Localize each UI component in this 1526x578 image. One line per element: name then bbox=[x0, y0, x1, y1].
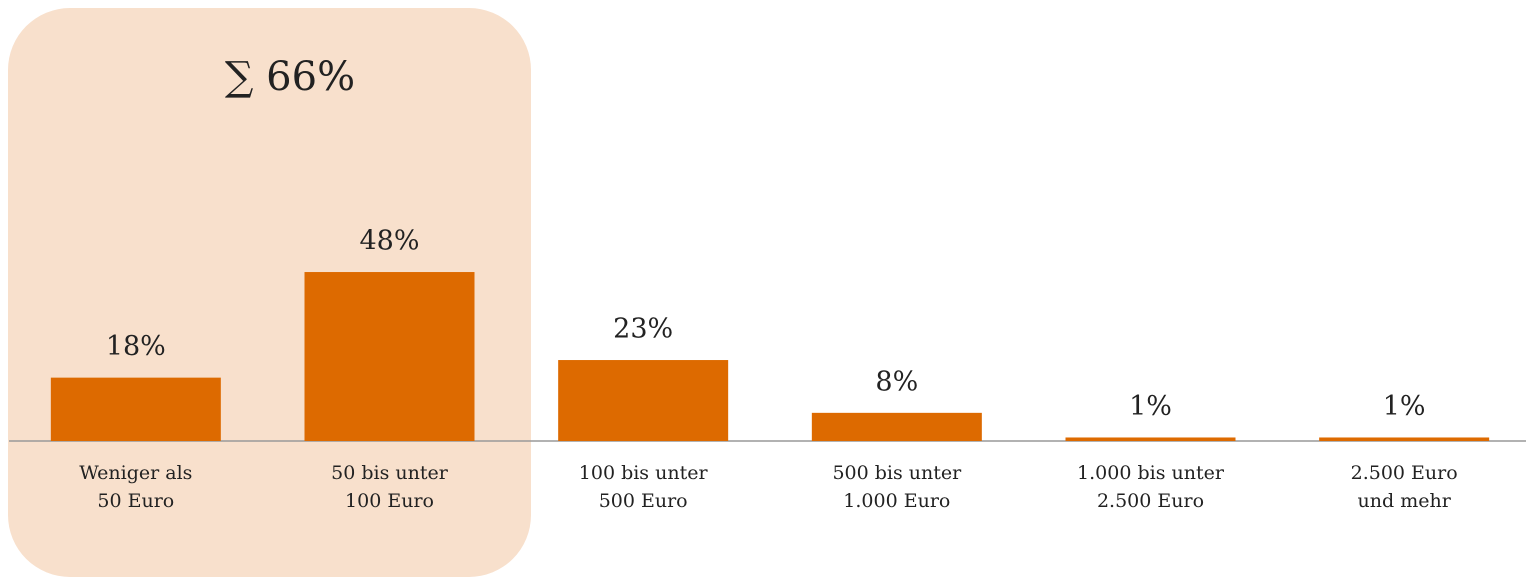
x-tick-label: 500 bis unter 1.000 Euro bbox=[832, 462, 962, 512]
bar bbox=[811, 412, 982, 441]
value-label: 8% bbox=[875, 366, 918, 397]
value-label: 18% bbox=[106, 331, 166, 362]
x-tick-label: 2.500 Euro und mehr bbox=[1351, 462, 1458, 512]
x-tick-label: Weniger als 50 Euro bbox=[79, 462, 192, 512]
value-label: 23% bbox=[613, 314, 673, 345]
x-tick-label: 1.000 bis unter 2.500 Euro bbox=[1077, 462, 1225, 512]
bar bbox=[304, 272, 475, 441]
value-label: 1% bbox=[1129, 391, 1172, 422]
bar bbox=[50, 377, 221, 441]
bar bbox=[1065, 437, 1236, 441]
x-tick-label: 100 bis unter 500 Euro bbox=[579, 462, 709, 512]
bar bbox=[558, 360, 729, 441]
value-label: 1% bbox=[1383, 391, 1426, 422]
bar bbox=[1319, 437, 1490, 441]
annotation: ∑ 66% bbox=[225, 54, 355, 100]
value-label: 48% bbox=[359, 226, 419, 257]
x-tick-label: 50 bis unter 100 Euro bbox=[331, 462, 449, 512]
